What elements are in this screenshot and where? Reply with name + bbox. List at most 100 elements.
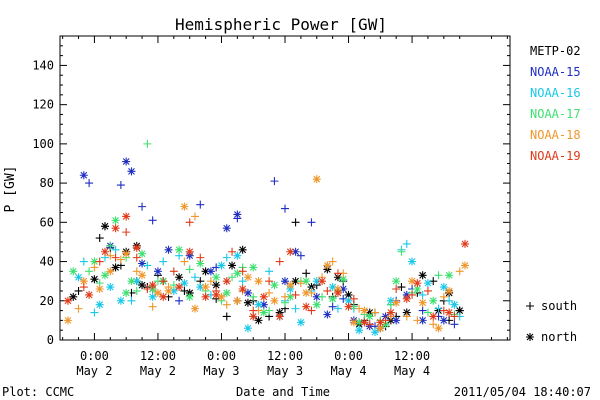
x-tick-time: 0:00 xyxy=(207,349,236,363)
north-point xyxy=(243,298,252,307)
north-point xyxy=(355,326,364,335)
south-point xyxy=(122,228,131,237)
north-point xyxy=(312,292,321,301)
south-point xyxy=(159,257,168,266)
north-point xyxy=(376,318,385,327)
south-point xyxy=(95,257,104,266)
north-point xyxy=(175,273,184,282)
north-point xyxy=(243,273,252,282)
north-point xyxy=(418,316,427,325)
marker-legend: south north xyxy=(526,299,577,344)
south-point xyxy=(291,218,300,227)
south-point xyxy=(275,257,284,266)
north-point xyxy=(153,267,162,276)
south-point xyxy=(413,316,422,325)
north-point xyxy=(138,249,147,258)
north-point xyxy=(328,294,337,303)
south-point xyxy=(291,304,300,313)
north-point xyxy=(196,283,205,292)
north-point xyxy=(270,296,279,305)
north-point xyxy=(259,300,268,309)
north-point xyxy=(312,300,321,309)
north-point xyxy=(69,267,78,276)
north-point xyxy=(90,275,99,284)
north-point xyxy=(138,271,147,280)
north-point xyxy=(392,316,401,325)
south-point xyxy=(222,312,231,321)
south-point xyxy=(296,251,305,260)
north-point xyxy=(344,290,353,299)
north-point xyxy=(222,224,231,233)
north-point xyxy=(212,273,221,282)
south-point xyxy=(307,306,316,315)
south-point xyxy=(180,257,189,266)
south-point xyxy=(429,320,438,329)
legend-entry: NOAA-19 xyxy=(530,149,581,163)
south-point xyxy=(265,288,274,297)
south-point xyxy=(434,271,443,280)
north-point xyxy=(233,251,242,260)
north-point xyxy=(418,271,427,280)
north-point xyxy=(90,257,99,266)
south-point xyxy=(228,273,237,282)
south-point xyxy=(302,269,311,278)
north-point xyxy=(74,273,83,282)
north-point xyxy=(116,296,125,305)
south-point xyxy=(138,202,147,211)
south-point xyxy=(291,290,300,299)
x-tick-date: May 3 xyxy=(267,364,303,378)
north-point xyxy=(365,312,374,321)
south-point xyxy=(159,277,168,286)
south-point xyxy=(318,292,327,301)
north-point xyxy=(111,263,120,272)
north-point xyxy=(323,310,332,319)
south-point xyxy=(450,320,459,329)
north-point xyxy=(259,292,268,301)
south-point xyxy=(191,212,199,221)
north-point xyxy=(159,292,168,301)
north-point xyxy=(101,222,109,231)
north-point xyxy=(132,243,141,252)
x-tick-date: May 3 xyxy=(203,364,239,378)
south-point xyxy=(169,267,178,276)
series-noaa-19 xyxy=(63,212,469,329)
north-point xyxy=(122,212,131,221)
north-point xyxy=(392,277,401,286)
north-point xyxy=(371,328,379,337)
legend-entry: NOAA-18 xyxy=(530,128,581,142)
south-point xyxy=(323,286,332,295)
north-point xyxy=(286,281,295,290)
north-point xyxy=(175,283,184,292)
south-point xyxy=(281,292,289,301)
south-point xyxy=(148,302,157,311)
x-axis-label: Date and Time xyxy=(236,385,330,399)
north-point xyxy=(217,292,226,301)
south-marker-symbol xyxy=(526,302,534,310)
south-point xyxy=(408,290,417,299)
south-point xyxy=(132,286,141,295)
north-point xyxy=(148,281,157,290)
y-tick-label: 80 xyxy=(40,176,54,190)
south-point xyxy=(328,257,337,266)
north-point xyxy=(63,316,72,325)
south-point xyxy=(402,312,411,321)
north-point xyxy=(270,281,279,290)
north-point xyxy=(344,296,353,305)
north-point xyxy=(461,239,469,248)
south-point xyxy=(397,283,406,292)
north-point xyxy=(164,286,173,295)
north-point xyxy=(312,175,321,184)
north-point xyxy=(249,263,258,272)
north-point xyxy=(286,247,295,256)
x-tick-time: 12:00 xyxy=(394,349,430,363)
north-point xyxy=(185,247,194,256)
south-point xyxy=(111,245,120,254)
x-tick-time: 0:00 xyxy=(80,349,109,363)
south-point xyxy=(450,312,459,321)
south-point xyxy=(143,139,152,148)
north-point xyxy=(408,277,417,286)
north-point xyxy=(291,247,300,256)
north-point xyxy=(413,285,422,294)
south-point xyxy=(79,283,88,292)
